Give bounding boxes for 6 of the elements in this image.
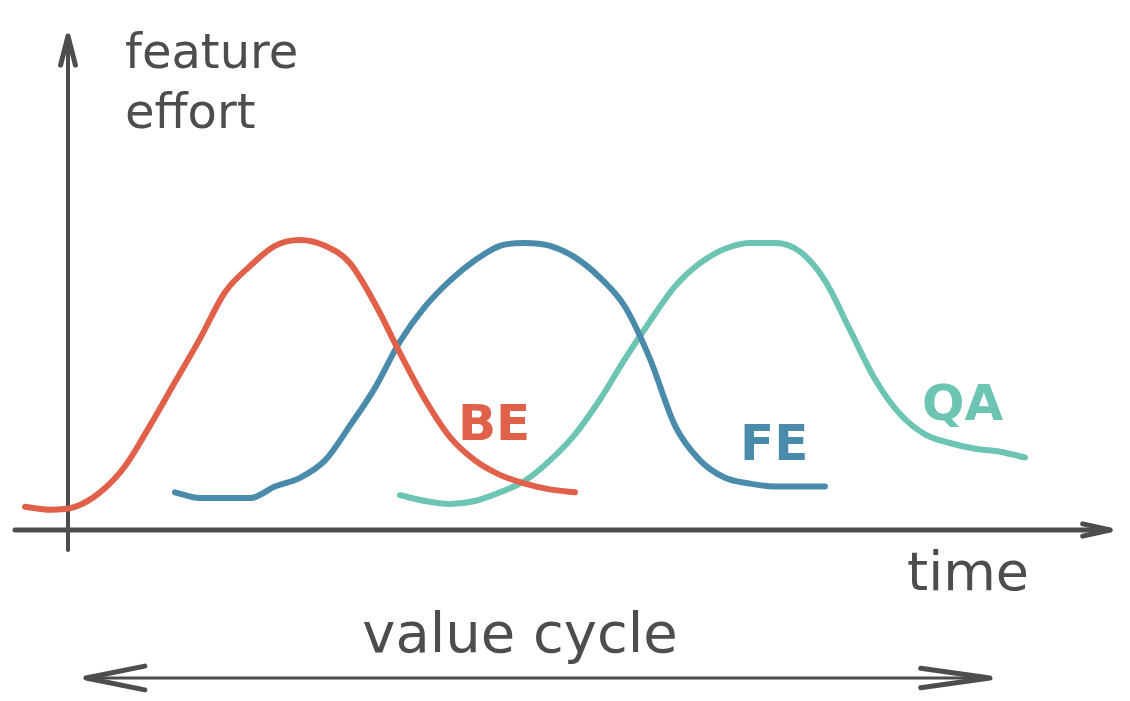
- x-axis-title: time: [907, 540, 1030, 603]
- y-axis-title: feature effort: [125, 23, 299, 139]
- series-label: BE: [458, 394, 531, 453]
- series-label: FE: [740, 413, 809, 472]
- series-label: QA: [922, 373, 1004, 432]
- text: value cycle: [362, 600, 678, 665]
